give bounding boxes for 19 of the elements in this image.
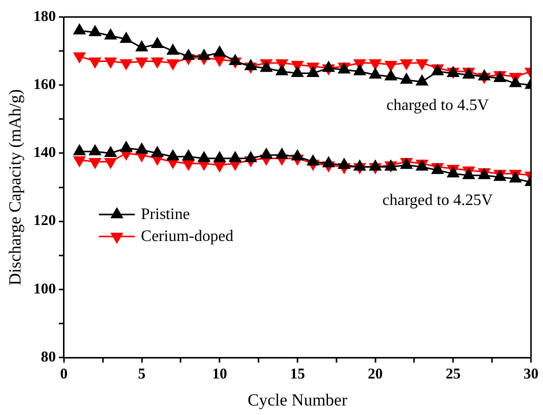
y-tick-label: 160 [33,76,56,93]
y-tick-label: 80 [40,349,56,366]
legend-label: Cerium-doped [140,228,234,245]
x-tick-label: 10 [212,366,228,382]
annotation: charged to 4.25V [382,192,494,210]
y-tick-label: 120 [33,213,56,230]
x-tick-label: 30 [524,366,538,382]
x-axis-title: Cycle Number [248,390,348,410]
y-tick-label: 140 [33,145,56,162]
y-axis-title: Discharge Capacity (mAh/g) [6,89,25,286]
annotation: charged to 4.5V [386,96,490,114]
legend-label: Pristine [140,206,190,223]
x-tick-label: 15 [290,366,305,382]
x-tick-label: 20 [368,366,383,382]
x-tick-label: 0 [60,366,68,382]
x-tick-label: 25 [446,366,461,382]
y-tick-label: 100 [33,281,56,298]
y-tick-label: 180 [33,8,56,25]
x-tick-label: 5 [138,366,146,382]
